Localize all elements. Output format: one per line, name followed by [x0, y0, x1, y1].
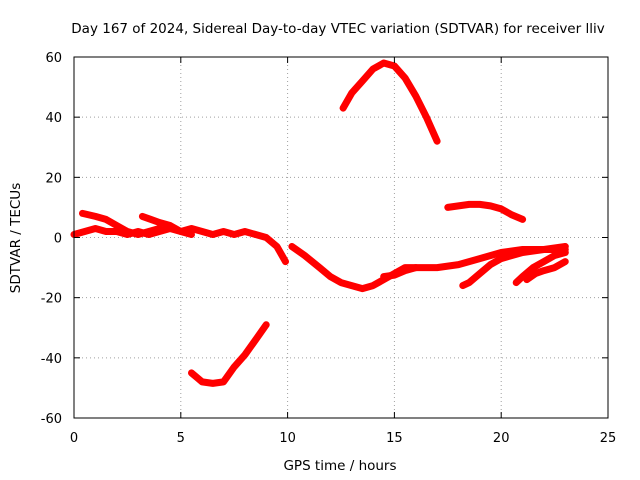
- x-tick-label: 0: [70, 431, 78, 446]
- series-arc-4: [188, 321, 270, 387]
- grid-lines: [74, 57, 608, 418]
- y-axis-ticks: -60 -40 -20 0 20 40 60: [41, 51, 608, 427]
- y-tick-label: 60: [45, 51, 62, 66]
- series-arc-10: [512, 249, 569, 287]
- data-series: [70, 59, 569, 387]
- y-tick-label: 0: [54, 232, 62, 247]
- series-arc-3: [138, 212, 195, 238]
- chart-title: Day 167 of 2024, Sidereal Day-to-day VTE…: [71, 21, 604, 37]
- series-arc-6: [339, 59, 441, 145]
- y-tick-label: 20: [45, 171, 62, 186]
- x-tick-label: 20: [493, 431, 510, 446]
- x-tick-label: 10: [279, 431, 296, 446]
- x-axis-ticks: 0 5 10 15 20 25: [70, 57, 616, 446]
- series-arc-7: [380, 264, 420, 281]
- x-axis-label: GPS time / hours: [283, 458, 396, 474]
- x-tick-label: 5: [177, 431, 185, 446]
- x-tick-label: 15: [386, 431, 403, 446]
- series-arc-2: [79, 209, 163, 238]
- series-arc-8: [444, 200, 527, 223]
- y-tick-label: -60: [41, 412, 62, 427]
- y-axis-label: SDTVAR / TECUs: [8, 183, 24, 293]
- y-tick-label: -40: [41, 352, 62, 367]
- series-arc-11: [523, 258, 569, 284]
- y-tick-label: -20: [41, 292, 62, 307]
- series-arc-9: [459, 243, 569, 290]
- x-tick-label: 25: [600, 431, 617, 446]
- y-tick-label: 40: [45, 111, 62, 126]
